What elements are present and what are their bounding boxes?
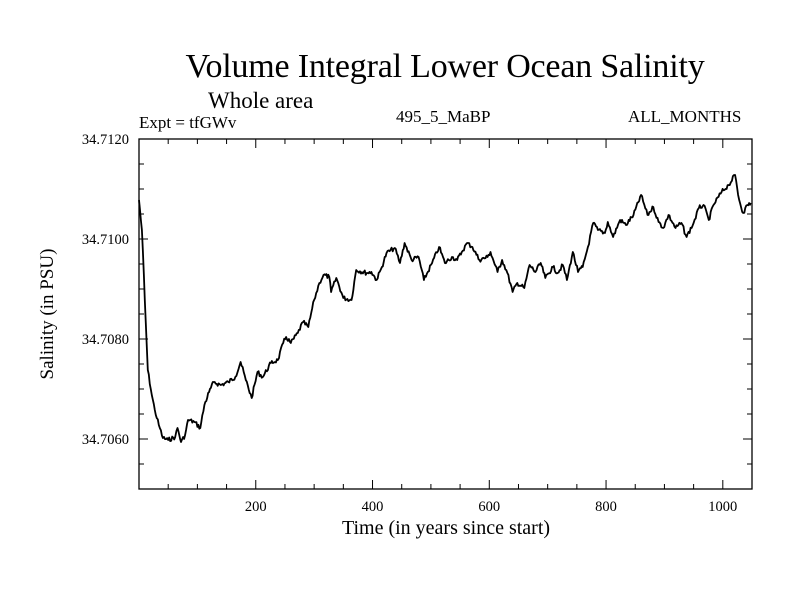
x-axis-label: Time (in years since start)	[341, 517, 551, 539]
axis-ticks	[139, 139, 752, 489]
chart-title: Volume Integral Lower Ocean Salinity	[185, 48, 705, 85]
experiment-label: Expt = tfGWv	[139, 113, 237, 132]
axis-tick-labels: 200 400 600 800 1000 34.7060 34.7080 34.7100 34.…	[82, 132, 737, 515]
y-tick-label: 34.7080	[82, 332, 129, 348]
months-label: ALL_MONTHS	[628, 107, 742, 126]
chart-subtitle: Whole area	[208, 88, 314, 113]
period-label: 495_5_MaBP	[396, 107, 491, 126]
x-tick-label: 1000	[708, 499, 737, 515]
salinity-series-line	[138, 174, 752, 443]
y-tick-label: 34.7120	[82, 132, 129, 148]
y-tick-label: 34.7100	[82, 232, 129, 248]
plot-frame	[138, 138, 753, 490]
y-tick-label: 34.7060	[82, 432, 129, 448]
x-tick-label: 200	[245, 499, 267, 515]
x-tick-label: 400	[362, 499, 384, 515]
x-tick-label: 800	[595, 499, 617, 515]
x-tick-label: 600	[478, 499, 500, 515]
